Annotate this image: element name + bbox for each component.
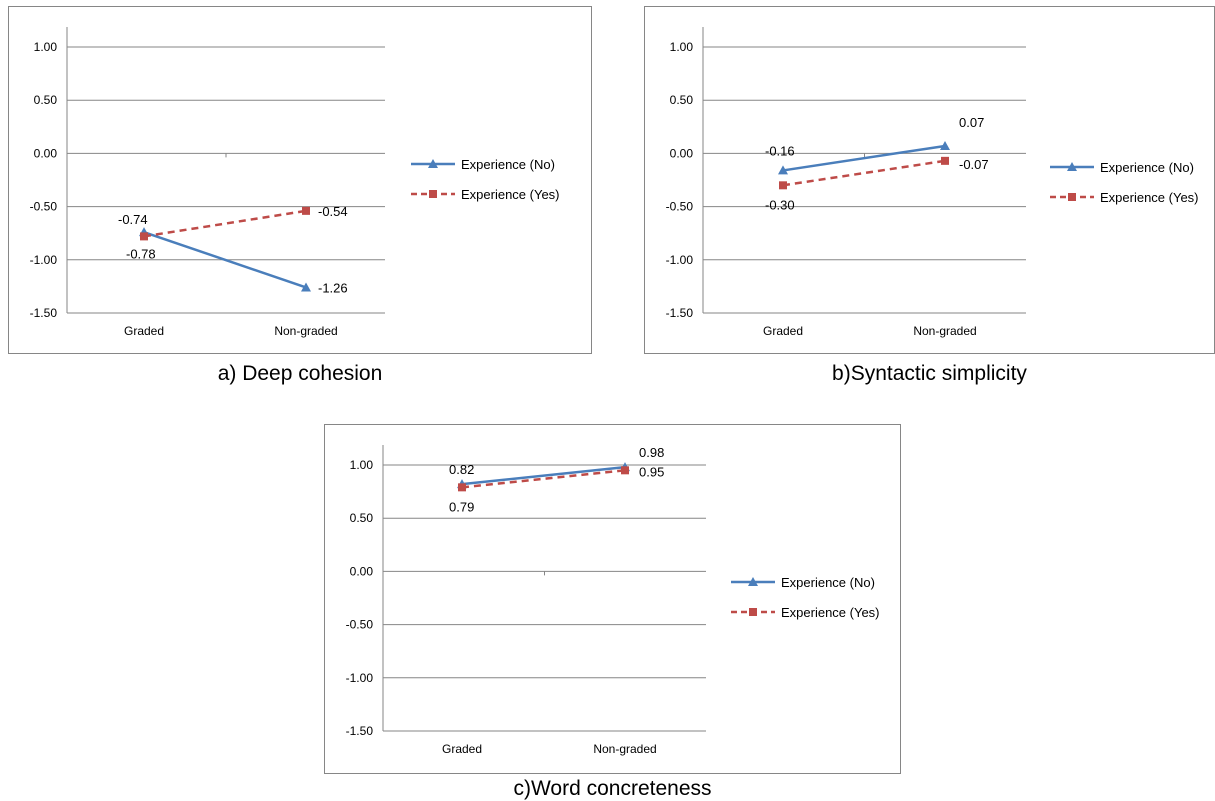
y-tick-label: -1.50 — [346, 724, 374, 738]
x-tick-label: Graded — [442, 742, 482, 756]
data-label: 0.98 — [639, 445, 664, 460]
legend-label: Experience (No) — [461, 156, 555, 172]
y-tick-label: 0.00 — [34, 146, 58, 160]
data-label: -1.26 — [318, 280, 348, 295]
data-point — [621, 466, 629, 475]
legend-line-red-icon — [1050, 193, 1094, 201]
chart-title: c)Word concreteness — [513, 777, 712, 800]
data-label: 0.82 — [449, 462, 474, 477]
chart-word-concreteness: 1.00 0.50 0.00 -0.50 -1.00 -1.50 Graded Non-gra… — [324, 424, 901, 774]
data-label: 0.95 — [639, 464, 664, 479]
y-tick-label: 1.00 — [670, 40, 694, 54]
data-label: 0.07 — [959, 115, 984, 130]
legend-line-blue-icon — [1050, 162, 1094, 171]
series-line — [143, 230, 307, 289]
legend-label: Experience (Yes) — [461, 186, 560, 202]
data-label: -0.54 — [318, 204, 348, 219]
chart-deep-cohesion: 1.00 0.50 0.00 -0.50 -1.00 -1.50 Graded Non-gra… — [8, 6, 592, 354]
chart-svg: 1.00 0.50 0.00 -0.50 -1.00 -1.50 Graded Non-gra… — [30, 27, 385, 338]
legend-line-blue-icon — [411, 159, 455, 168]
y-tick-label: -0.50 — [666, 200, 694, 214]
data-point — [458, 483, 466, 492]
y-tick-label: -1.00 — [666, 253, 694, 267]
y-tick-label: 0.50 — [670, 93, 694, 107]
series-line — [143, 209, 307, 238]
chart-svg: 1.00 0.50 0.00 -0.50 -1.00 -1.50 Graded Non-gra… — [346, 445, 706, 756]
series-line — [782, 144, 946, 172]
data-label: -0.74 — [118, 212, 148, 227]
legend-label: Experience (Yes) — [781, 604, 880, 620]
y-tick-label: -1.50 — [30, 306, 58, 320]
y-tick-label: 0.50 — [34, 93, 58, 107]
legend-item-experience-yes: Experience (Yes) — [411, 179, 560, 209]
data-point — [778, 165, 788, 175]
legend-label: Experience (Yes) — [1100, 189, 1199, 205]
legend-label: Experience (No) — [781, 574, 875, 590]
data-point — [779, 181, 787, 190]
legend: Experience (No) Experience (Yes) — [411, 149, 560, 209]
data-label: -0.07 — [959, 157, 989, 172]
series-line — [782, 159, 946, 187]
legend-item-experience-no: Experience (No) — [1050, 152, 1199, 182]
data-label: -0.16 — [765, 143, 795, 158]
x-tick-label: Non-graded — [274, 324, 337, 338]
series-line — [461, 469, 626, 489]
legend-item-experience-yes: Experience (Yes) — [1050, 182, 1199, 212]
x-tick-label: Non-graded — [913, 324, 976, 338]
y-tick-label: -0.50 — [346, 618, 374, 632]
legend-line-red-icon — [411, 190, 455, 198]
y-tick-label: 0.00 — [350, 564, 374, 578]
x-tick-label: Graded — [763, 324, 803, 338]
data-point — [301, 282, 311, 292]
y-tick-label: -1.00 — [346, 671, 374, 685]
chart-title: b)Syntactic simplicity — [832, 362, 1027, 385]
legend-line-blue-icon — [731, 577, 775, 586]
data-label: -0.30 — [765, 197, 795, 212]
legend-item-experience-no: Experience (No) — [731, 567, 880, 597]
data-point — [941, 156, 949, 165]
y-tick-label: 1.00 — [350, 458, 374, 472]
legend-label: Experience (No) — [1100, 159, 1194, 175]
y-tick-label: -0.50 — [30, 200, 58, 214]
data-label: 0.79 — [449, 499, 474, 514]
data-point — [302, 206, 310, 215]
legend-item-experience-yes: Experience (Yes) — [731, 597, 880, 627]
data-point — [140, 232, 148, 241]
x-tick-label: Graded — [124, 324, 164, 338]
y-tick-label: -1.50 — [666, 306, 694, 320]
data-label: -0.78 — [126, 246, 156, 261]
legend: Experience (No) Experience (Yes) — [1050, 152, 1199, 212]
legend: Experience (No) Experience (Yes) — [731, 567, 880, 627]
x-tick-label: Non-graded — [593, 742, 656, 756]
legend-item-experience-no: Experience (No) — [411, 149, 560, 179]
y-tick-label: 1.00 — [34, 40, 58, 54]
chart-syntactic-simplicity: 1.00 0.50 0.00 -0.50 -1.00 -1.50 Graded Non-gra… — [644, 6, 1215, 354]
y-tick-label: 0.50 — [350, 511, 374, 525]
data-point — [940, 140, 950, 150]
chart-title: a) Deep cohesion — [217, 362, 383, 385]
y-tick-label: 0.00 — [670, 146, 694, 160]
chart-svg: 1.00 0.50 0.00 -0.50 -1.00 -1.50 Graded Non-gra… — [666, 27, 1026, 338]
series-line — [461, 465, 626, 486]
legend-line-red-icon — [731, 608, 775, 616]
y-tick-label: -1.00 — [30, 253, 58, 267]
